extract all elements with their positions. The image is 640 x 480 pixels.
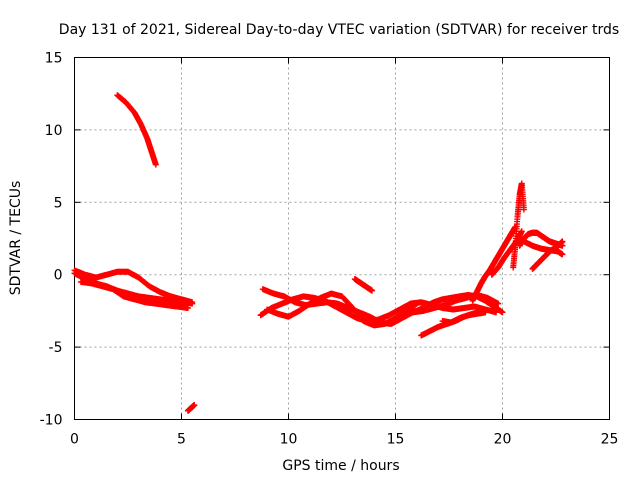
- data-point: [499, 309, 506, 316]
- data-point: [559, 251, 566, 258]
- series-track-b: [71, 267, 196, 306]
- data-point: [413, 300, 420, 307]
- data-point: [495, 300, 502, 307]
- x-axis-label: GPS time / hours: [282, 458, 399, 474]
- series-track-r: [488, 228, 525, 278]
- series-track-i: [351, 276, 375, 294]
- y-tick-label: 0: [54, 268, 63, 284]
- y-tick-label: 10: [45, 123, 63, 139]
- x-tick-label: 10: [280, 432, 298, 448]
- data-point: [518, 228, 525, 235]
- series-track-d: [114, 92, 159, 168]
- tick-labels: 0 5 10 15 20 25 -10 -5 0 5 10 15: [40, 51, 619, 448]
- x-tick-label: 20: [494, 432, 512, 448]
- series-track-q: [520, 238, 566, 258]
- data-point: [152, 161, 159, 168]
- grid: [74, 57, 610, 420]
- series-track-e: [184, 402, 198, 414]
- data-point: [559, 238, 566, 245]
- plot-frame: [74, 57, 610, 420]
- y-tick-label: -10: [40, 413, 63, 429]
- marks: [71, 92, 566, 414]
- y-tick-label: -5: [49, 340, 63, 356]
- series-track-c: [77, 278, 191, 312]
- series-track-l: [439, 309, 489, 326]
- x-tick-label: 25: [601, 432, 619, 448]
- series-track-o: [516, 229, 566, 249]
- x-tick-label: 0: [70, 432, 79, 448]
- data-point: [191, 402, 198, 409]
- ticks: [74, 57, 610, 420]
- data-point: [520, 206, 527, 213]
- data-point: [368, 287, 375, 294]
- chart-title: Day 131 of 2021, Sidereal Day-to-day VTE…: [59, 22, 619, 38]
- y-tick-label: 15: [45, 51, 63, 67]
- y-axis-label: SDTVAR / TECUs: [8, 181, 24, 296]
- series-track-h: [264, 290, 420, 329]
- x-tick-label: 15: [387, 432, 405, 448]
- data-point: [184, 305, 191, 312]
- data-point: [482, 309, 489, 316]
- x-tick-label: 5: [177, 432, 186, 448]
- data-point: [189, 299, 196, 306]
- series-track-n: [510, 180, 527, 271]
- y-tick-label: 5: [54, 195, 63, 211]
